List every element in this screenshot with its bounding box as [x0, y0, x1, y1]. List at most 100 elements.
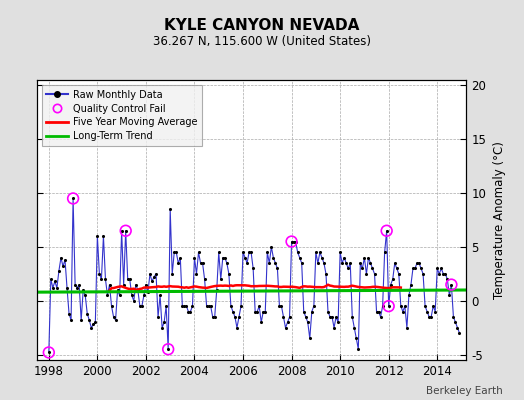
Point: [83, 310, 92, 317]
Point: [373, 308, 381, 315]
Point: [279, 314, 288, 320]
Point: [164, 346, 172, 352]
Point: [225, 271, 233, 277]
Point: [445, 292, 454, 298]
Point: [129, 298, 138, 304]
Point: [455, 330, 464, 336]
Point: [194, 249, 203, 256]
Text: Berkeley Earth: Berkeley Earth: [427, 386, 503, 396]
Point: [61, 257, 69, 263]
Point: [286, 314, 294, 320]
Point: [190, 254, 199, 261]
Point: [415, 260, 423, 266]
Point: [293, 249, 302, 256]
Point: [352, 335, 361, 342]
Point: [320, 260, 328, 266]
Point: [429, 303, 438, 309]
Point: [119, 282, 128, 288]
Point: [447, 282, 455, 288]
Point: [202, 303, 211, 309]
Point: [200, 276, 209, 282]
Point: [59, 263, 67, 270]
Point: [63, 285, 71, 291]
Point: [308, 308, 316, 315]
Point: [206, 303, 215, 309]
Point: [346, 260, 354, 266]
Point: [127, 292, 136, 298]
Point: [419, 271, 427, 277]
Point: [122, 228, 130, 234]
Point: [174, 260, 182, 266]
Point: [413, 260, 421, 266]
Point: [170, 249, 179, 256]
Point: [303, 319, 312, 326]
Point: [57, 254, 65, 261]
Point: [326, 314, 334, 320]
Point: [330, 324, 339, 331]
Point: [259, 308, 267, 315]
Point: [255, 303, 264, 309]
Point: [287, 238, 296, 245]
Point: [334, 319, 342, 326]
Y-axis label: Temperature Anomaly (°C): Temperature Anomaly (°C): [493, 141, 506, 299]
Point: [45, 349, 53, 356]
Point: [401, 303, 409, 309]
Point: [265, 260, 274, 266]
Point: [110, 314, 118, 320]
Point: [399, 308, 407, 315]
Point: [216, 276, 225, 282]
Point: [67, 317, 75, 323]
Text: 36.267 N, 115.600 W (United States): 36.267 N, 115.600 W (United States): [153, 36, 371, 48]
Point: [342, 260, 351, 266]
Point: [289, 238, 298, 245]
Point: [243, 260, 252, 266]
Point: [449, 314, 457, 320]
Point: [287, 238, 296, 245]
Point: [380, 249, 389, 256]
Point: [186, 308, 194, 315]
Point: [211, 314, 219, 320]
Point: [360, 254, 368, 261]
Point: [73, 285, 81, 291]
Point: [423, 308, 431, 315]
Point: [451, 319, 460, 326]
Point: [122, 228, 130, 234]
Point: [298, 260, 306, 266]
Point: [235, 314, 243, 320]
Point: [77, 317, 85, 323]
Point: [405, 292, 413, 298]
Point: [247, 249, 255, 256]
Point: [204, 303, 213, 309]
Point: [150, 274, 158, 280]
Point: [324, 308, 332, 315]
Point: [168, 271, 177, 277]
Point: [383, 228, 391, 234]
Point: [441, 271, 450, 277]
Point: [376, 314, 385, 320]
Point: [374, 308, 383, 315]
Point: [166, 206, 174, 212]
Point: [79, 287, 88, 293]
Point: [146, 271, 154, 277]
Point: [368, 265, 377, 272]
Point: [223, 260, 231, 266]
Point: [231, 314, 239, 320]
Point: [350, 324, 358, 331]
Point: [91, 319, 100, 326]
Point: [300, 308, 308, 315]
Point: [316, 249, 324, 256]
Point: [95, 271, 104, 277]
Point: [291, 238, 300, 245]
Point: [281, 324, 290, 331]
Point: [395, 271, 403, 277]
Point: [261, 308, 269, 315]
Point: [105, 282, 114, 288]
Point: [443, 276, 452, 282]
Point: [113, 287, 122, 293]
Legend: Raw Monthly Data, Quality Control Fail, Five Year Moving Average, Long-Term Tren: Raw Monthly Data, Quality Control Fail, …: [41, 85, 202, 146]
Point: [81, 292, 90, 298]
Point: [199, 260, 207, 266]
Point: [132, 282, 140, 288]
Point: [54, 268, 63, 274]
Point: [188, 303, 196, 309]
